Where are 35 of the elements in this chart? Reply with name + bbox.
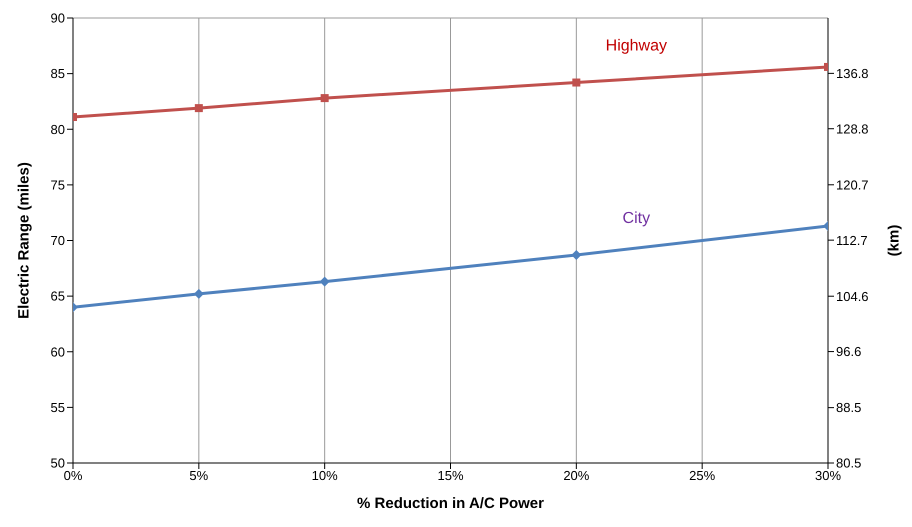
series-label: City	[622, 210, 650, 227]
point	[572, 78, 580, 87]
y2-tick-label: 104.6	[836, 288, 869, 304]
y2-tick-label: 96.6	[836, 344, 862, 360]
point	[571, 250, 582, 260]
x-tick-label: 20%	[563, 468, 590, 484]
x-tick-label: 5%	[189, 468, 209, 484]
y2-tick-label: 136.8	[836, 66, 869, 81]
x-tick-label: 30%	[814, 468, 842, 484]
x-axis-title: % Reduction in A/C Power	[357, 495, 544, 512]
series-label: Highway	[606, 38, 668, 55]
x-tick-label: 25%	[689, 468, 716, 484]
y-tick-label: 60	[50, 344, 65, 360]
x-tick-label: 0%	[64, 468, 83, 484]
y2-tick-label: 128.8	[836, 121, 869, 136]
y2-axis-title: (km)	[885, 224, 902, 256]
y2-tick-label: 112.7	[836, 232, 868, 248]
y-tick-label: 70	[50, 233, 65, 248]
y-tick-label: 55	[50, 400, 65, 415]
point	[194, 288, 204, 299]
y-tick-label: 75	[50, 177, 65, 192]
point	[320, 276, 330, 287]
x-tick-label: 15%	[437, 468, 464, 484]
y-axis-title: Electric Range (miles)	[15, 162, 32, 319]
x-tick-label: 10%	[312, 468, 338, 484]
y2-tick-label: 120.7	[836, 177, 869, 192]
y-tick-label: 90	[50, 10, 65, 26]
y-tick-label: 65	[50, 288, 65, 304]
y2-tick-label: 80.5	[836, 456, 862, 471]
y-tick-label: 85	[50, 66, 65, 82]
y2-tick-label: 88.5	[836, 400, 862, 416]
y-tick-label: 80	[50, 122, 65, 137]
point	[320, 94, 329, 102]
y-tick-label: 50	[50, 456, 65, 471]
point	[194, 104, 203, 112]
